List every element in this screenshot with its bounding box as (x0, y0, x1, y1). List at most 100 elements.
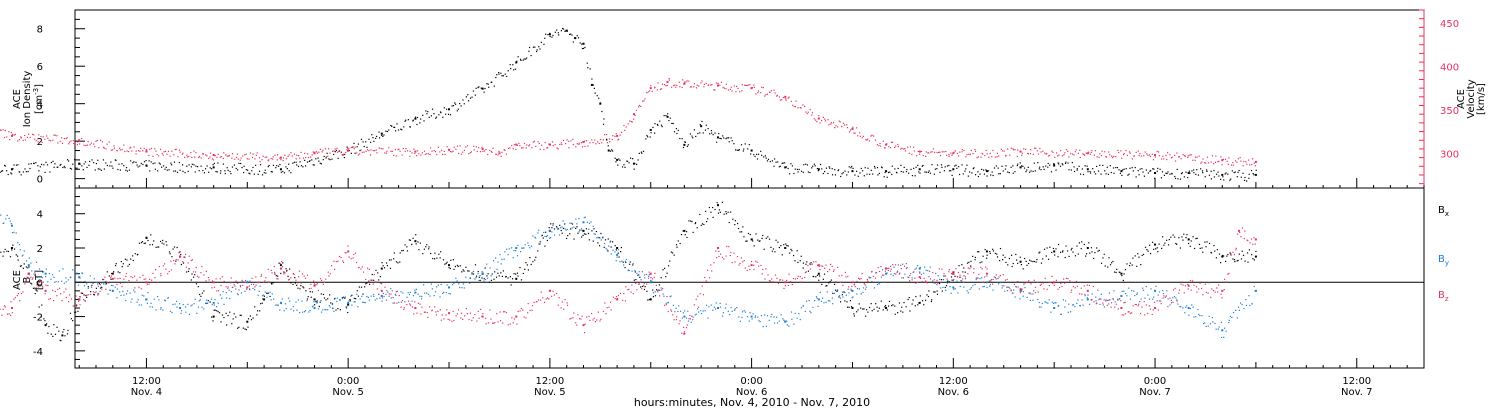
by-series-sample (52, 274, 54, 276)
bz-series-sample (617, 294, 620, 297)
by-series-sample (986, 286, 988, 289)
density-series-sample (827, 172, 829, 175)
bz-series-sample (658, 289, 660, 291)
velocity-series-sample (1226, 160, 1228, 162)
bz-series-sample (608, 306, 610, 308)
bx-series-sample (440, 251, 442, 253)
density-series-sample (259, 164, 262, 166)
bz-series-sample (151, 279, 153, 281)
density-series-sample (650, 132, 652, 134)
bz-series-sample (938, 268, 940, 270)
bz-series-sample (178, 252, 180, 254)
bz-series-sample (1100, 298, 1102, 300)
bz-series-sample (782, 279, 784, 281)
velocity-series-sample (378, 147, 381, 149)
bx-series-sample (832, 292, 834, 294)
velocity-series-sample (1131, 158, 1133, 160)
density-series-sample (793, 172, 795, 175)
bz-series-sample (1247, 240, 1249, 242)
by-series-sample (100, 282, 103, 284)
velocity-series-sample (1010, 147, 1012, 149)
bx-series-sample (519, 266, 521, 269)
by-series-sample (696, 308, 699, 310)
bx-series-sample (856, 311, 858, 313)
density-series-sample (1193, 169, 1195, 171)
velocity-series-sample (418, 153, 420, 155)
bx-series-sample (708, 206, 710, 209)
by-series-sample (1228, 321, 1230, 324)
bz-series-sample (627, 288, 629, 291)
bx-series-sample (149, 244, 151, 246)
density-series-sample (859, 172, 861, 174)
bz-series-sample (1032, 293, 1034, 295)
bz-series-sample (622, 299, 624, 302)
bz-series-sample (612, 296, 614, 298)
bx-series-sample (442, 259, 445, 261)
density-series-sample (560, 30, 563, 32)
velocity-series-sample (827, 119, 829, 121)
bx-series-sample (475, 275, 478, 277)
velocity-series-sample (159, 148, 162, 150)
bz-series-sample (110, 275, 113, 277)
density-series-sample (1139, 168, 1141, 170)
bx-series-sample (511, 278, 514, 280)
bz-series-sample (774, 274, 777, 276)
bx-series-sample (341, 297, 343, 299)
velocity-series-sample (251, 156, 254, 159)
density-series-sample (52, 160, 54, 162)
bx-series-sample (970, 265, 972, 267)
bx-series-sample (481, 277, 483, 279)
velocity-series-sample (666, 84, 668, 87)
by-series-sample (1189, 307, 1192, 310)
bx-series-sample (903, 301, 905, 304)
density-series-sample (117, 168, 119, 171)
velocity-series-sample (1158, 155, 1160, 157)
bx-series-sample (849, 300, 852, 302)
velocity-series-sample (264, 156, 266, 158)
velocity-series-sample (214, 155, 216, 157)
by-series-sample (1076, 302, 1078, 305)
bz-series-sample (306, 274, 309, 276)
velocity-series-sample (1003, 150, 1005, 152)
by-series-sample (1140, 298, 1142, 300)
bx-series-sample (553, 228, 556, 230)
bx-series-sample (356, 290, 358, 292)
by-series-sample (107, 293, 109, 295)
by-series-sample (1202, 322, 1205, 325)
b-axis-label-line: B (22, 276, 33, 283)
bz-series-sample (145, 278, 147, 280)
velocity-series-sample (974, 150, 977, 152)
velocity-series-sample (191, 156, 193, 158)
velocity-series-sample (261, 159, 263, 161)
velocity-series-sample (519, 145, 521, 147)
density-series-sample (1082, 173, 1085, 176)
by-series-sample (1237, 306, 1240, 308)
bx-series-sample (1015, 253, 1017, 256)
by-series-sample (804, 310, 806, 313)
bz-series-sample (143, 278, 145, 280)
by-series-point (1120, 295, 1123, 297)
bz-series-sample (322, 283, 324, 285)
by-series-sample (445, 292, 447, 294)
by-series-sample (1177, 303, 1179, 305)
density-series-sample (78, 163, 80, 165)
density-series-sample (182, 164, 184, 166)
velocity-series-sample (735, 90, 737, 93)
velocity-series-sample (867, 138, 869, 140)
density-series-sample (204, 168, 207, 170)
by-series-point (582, 221, 585, 224)
bz-series-sample (286, 270, 288, 273)
velocity-series-sample (546, 147, 549, 149)
bz-series-sample (1129, 312, 1132, 314)
velocity-series-sample (617, 139, 619, 141)
velocity-series-sample (562, 139, 565, 141)
by-series-sample (225, 292, 227, 294)
by-series-sample (1068, 303, 1070, 305)
density-series-sample (1224, 173, 1226, 175)
bx-series-sample (730, 211, 732, 213)
bz-series-sample (239, 286, 242, 288)
by-series-sample (48, 273, 51, 275)
bz-series-sample (328, 275, 330, 277)
density-series-sample (1045, 165, 1047, 167)
density-series-sample (383, 134, 385, 136)
